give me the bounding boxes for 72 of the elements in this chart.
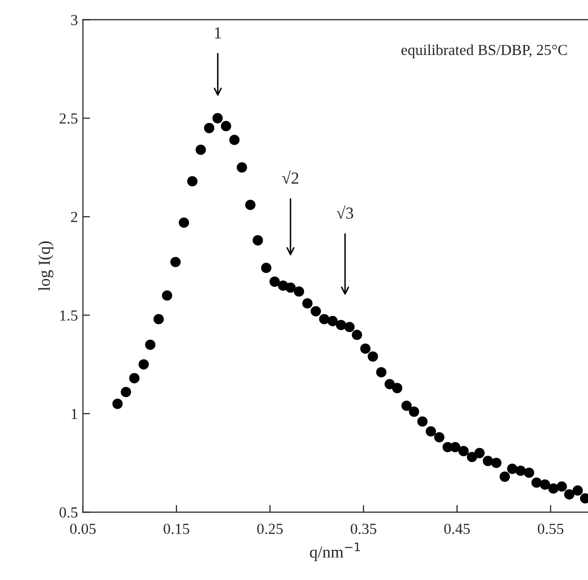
point [564,489,574,500]
point [270,276,280,287]
x-tick-label: 0.35 [350,524,376,534]
point [129,373,140,384]
point [384,378,395,390]
point [187,176,198,186]
point [548,483,559,494]
point [162,290,172,301]
point [310,306,321,316]
y-tick-label: 2 [71,212,78,222]
point [500,472,510,482]
y-tick-label: 1.5 [60,310,78,321]
point [344,322,355,332]
point [368,351,378,362]
point [112,398,123,409]
point [145,340,156,350]
point [572,485,583,496]
point [491,458,502,468]
point [531,477,542,488]
point [285,282,296,293]
point [154,314,164,324]
point [196,144,206,155]
point [524,468,534,478]
point [516,466,526,476]
y-tick-label: 0.5 [60,507,78,518]
annotation: √2 [282,170,298,184]
point [474,448,485,458]
annotation: equilibrated BS/DBP, 25°C [401,44,567,58]
point [245,200,256,210]
point [401,400,412,411]
point [540,479,550,490]
point [220,120,232,132]
point [507,464,518,474]
x-tick-label: 0.15 [164,524,190,534]
point [261,262,272,274]
point [426,426,436,437]
point [319,314,330,324]
x-axis-title: q/nm$^{−1}$ [310,542,360,562]
point [204,122,214,134]
point [328,316,338,326]
point [178,217,190,228]
point [252,235,263,246]
point [138,359,149,370]
point [458,446,469,456]
x-tick-label: 0.05 [70,524,96,534]
point [302,298,313,309]
point [450,442,460,452]
point [352,330,362,340]
point [434,432,444,442]
point [417,416,428,427]
y-tick-label: 3 [71,14,78,26]
point [120,386,132,398]
point [236,162,248,173]
point [408,406,420,417]
point [294,286,304,297]
point [556,481,567,492]
annotation: √3 [336,205,354,219]
y-tick-label: 1 [72,408,78,419]
y-tick-label: 2.5 [60,113,78,124]
y-axis-title: log I(q) [38,241,54,291]
point [229,134,240,146]
x-tick-label: 0.45 [444,524,470,534]
point [170,256,181,268]
x-tick-label: 0.25 [257,524,283,534]
point [336,320,346,330]
annotation: 1 [215,27,221,38]
point [212,113,223,124]
point [482,456,494,466]
x-tick-label: 0.55 [538,524,564,534]
point [376,367,386,378]
point [392,382,402,394]
point [360,344,371,354]
